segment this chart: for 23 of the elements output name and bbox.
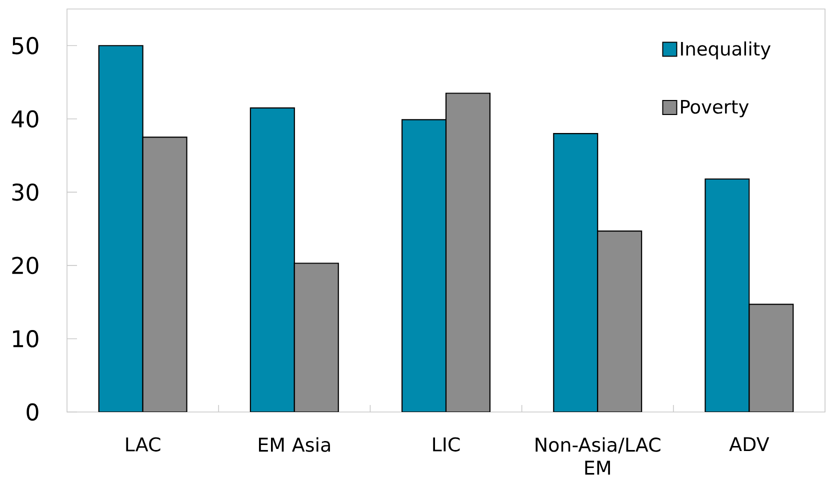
y-tick-label: 0 (26, 403, 38, 421)
x-tick-label: EM Asia (258, 437, 330, 452)
bar (704, 178, 750, 412)
y-tick-label: 10 (13, 330, 38, 348)
y-tick-label: 40 (12, 110, 38, 128)
x-tick-label: ADV (729, 437, 770, 452)
legend-label: Poverty (681, 100, 749, 118)
bar (445, 92, 491, 412)
y-tick-label: 20 (12, 256, 38, 274)
bar (250, 107, 295, 412)
legend-label: Inequality (681, 41, 771, 60)
x-tick-label: LIC (433, 437, 460, 452)
bar (142, 136, 188, 412)
bar (98, 45, 144, 412)
y-tick-label: 50 (12, 36, 38, 54)
bar (597, 230, 642, 412)
bar (294, 262, 339, 412)
y-tick-label: 30 (12, 183, 38, 201)
bar (553, 133, 598, 412)
x-tick-label: LAC (126, 437, 160, 452)
bar (748, 304, 794, 412)
x-tick-label: Non-Asia/LAC EM (536, 437, 660, 475)
bar (401, 119, 447, 412)
